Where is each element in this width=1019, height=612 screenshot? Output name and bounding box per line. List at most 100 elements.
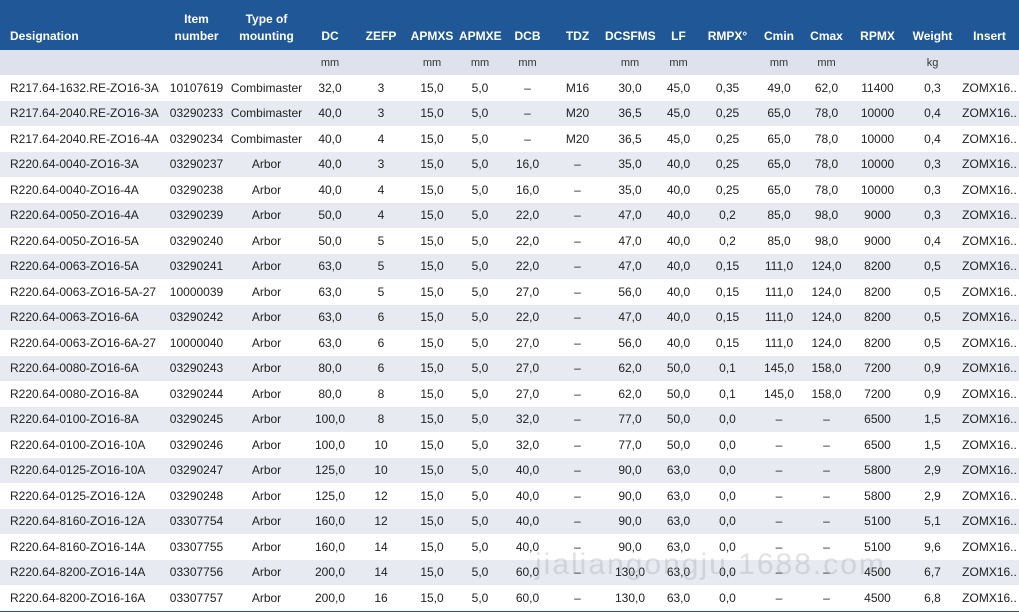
cell: 0,4 <box>924 233 941 248</box>
cell: 0,5 <box>905 253 960 279</box>
cell: R220.64-0063-ZO16-5A-27 <box>10 284 157 299</box>
cell: – <box>755 585 803 612</box>
cell: 0,15 <box>715 284 740 299</box>
cell: 22,0 <box>503 202 552 228</box>
column-header: DCB <box>503 0 552 50</box>
cell: 15,0 <box>420 284 444 299</box>
cell: 40,0 <box>657 202 700 228</box>
cell: 03290248 <box>169 488 224 503</box>
cell: R220.64-0100-ZO16-8A <box>0 406 165 432</box>
cell: 45,0 <box>657 100 700 126</box>
table-row: R220.64-0100-ZO16-8A 03290245 Arbor 100,0 8 1… <box>0 406 1019 432</box>
cell: 63,0 <box>318 335 342 350</box>
cell: Arbor <box>228 151 305 177</box>
cell: 50,0 <box>318 233 342 248</box>
cell: 5100 <box>850 508 905 534</box>
cell: 8200 <box>864 284 891 299</box>
cell: 40,0 <box>666 284 691 299</box>
cell: 47,0 <box>618 233 642 248</box>
cell: 0,25 <box>700 100 755 126</box>
cell: ZOMX16.. <box>962 182 1017 197</box>
cell: – <box>755 406 803 432</box>
column-header: LF <box>657 0 700 50</box>
cell: – <box>775 437 783 452</box>
table-row: R220.64-0080-ZO16-6A 03290243 Arbor 80,0 6 15… <box>0 355 1019 381</box>
cell: 40,0 <box>666 335 691 350</box>
cell: 5,0 <box>471 539 489 554</box>
cell: 15,0 <box>420 233 444 248</box>
cell: 36,5 <box>618 131 642 146</box>
cell: Combimaster <box>230 80 303 95</box>
cell: 0,3 <box>924 80 941 95</box>
cell: 10 <box>374 437 388 452</box>
cell: 03290234 <box>169 131 224 146</box>
cell: 03290246 <box>169 437 224 452</box>
cell: Arbor <box>251 437 282 452</box>
cell: ZOMX16.. <box>960 585 1019 612</box>
cell: 03307755 <box>169 539 224 554</box>
cell: 5,0 <box>457 355 503 381</box>
cell: 5,0 <box>457 253 503 279</box>
cell: 145,0 <box>755 355 803 381</box>
cell: 0,0 <box>700 559 755 585</box>
cell: 4 <box>377 131 385 146</box>
cell: 0,9 <box>924 386 941 401</box>
cell: 6,8 <box>905 585 960 612</box>
cell: 15,0 <box>407 202 457 228</box>
cell: 50,0 <box>657 406 700 432</box>
cell: 124,0 <box>811 284 842 299</box>
cell: 40,0 <box>515 488 540 503</box>
unit-cell <box>0 50 165 75</box>
cell: Arbor <box>228 253 305 279</box>
cell: 0,5 <box>924 335 941 350</box>
cell: 125,0 <box>314 488 346 503</box>
cell: R220.64-0125-ZO16-10A <box>0 457 165 483</box>
cell: M20 <box>552 100 603 126</box>
cell: 0,0 <box>719 539 736 554</box>
cell: 40,0 <box>657 304 700 330</box>
cell: 90,0 <box>618 488 642 503</box>
column-header: ZEFP <box>355 0 407 50</box>
cell: 03290243 <box>165 355 228 381</box>
cell: 0,0 <box>719 488 736 503</box>
cell: 03290239 <box>165 202 228 228</box>
cell: – <box>552 355 603 381</box>
cell: 15,0 <box>407 304 457 330</box>
cell: 10 <box>355 457 407 483</box>
cell: 03290237 <box>165 151 228 177</box>
cell: 32,0 <box>503 406 552 432</box>
column-header: Type of mounting <box>228 0 305 50</box>
header-row: Designation Item number Type of mounting DC… <box>0 0 1019 50</box>
cell: 63,0 <box>657 559 700 585</box>
cell: – <box>823 539 830 554</box>
cell: Arbor <box>228 508 305 534</box>
cell: 15,0 <box>420 80 444 95</box>
cell: 158,0 <box>803 355 850 381</box>
cell: 0,3 <box>905 151 960 177</box>
table-row: R220.64-8200-ZO16-14A 03307756 Arbor 200,0 1… <box>0 559 1019 585</box>
cell: 0,2 <box>719 233 736 248</box>
cell: 03290247 <box>165 457 228 483</box>
cell: ZOMX16.. <box>962 80 1017 95</box>
cell: 0,0 <box>700 406 755 432</box>
cell: 111,0 <box>755 304 803 330</box>
cell: 15,0 <box>407 253 457 279</box>
table-row: R220.64-0040-ZO16-3A 03290237 Arbor 40,0 3 15… <box>0 151 1019 177</box>
cell: Arbor <box>251 233 282 248</box>
cell: ZOMX16.. <box>960 202 1019 228</box>
unit-cell: mm <box>755 50 803 75</box>
table-row: R220.64-0050-ZO16-4A 03290239 Arbor 50,0 4 15… <box>0 202 1019 228</box>
table-row: R220.64-0080-ZO16-8A 03290244 Arbor 80,0 8 15… <box>0 381 1019 407</box>
cell: 5,0 <box>457 202 503 228</box>
cell: 7200 <box>850 355 905 381</box>
cell: 5,0 <box>457 151 503 177</box>
cell: 78,0 <box>803 151 850 177</box>
cell: 98,0 <box>814 233 839 248</box>
column-header: TDZ <box>552 0 603 50</box>
cell: 5100 <box>864 539 891 554</box>
cell: R220.64-0063-ZO16-6A <box>0 304 165 330</box>
cell: 85,0 <box>767 233 791 248</box>
cell: 27,0 <box>503 355 552 381</box>
cell: 0,15 <box>700 253 755 279</box>
cell: 03290233 <box>165 100 228 126</box>
